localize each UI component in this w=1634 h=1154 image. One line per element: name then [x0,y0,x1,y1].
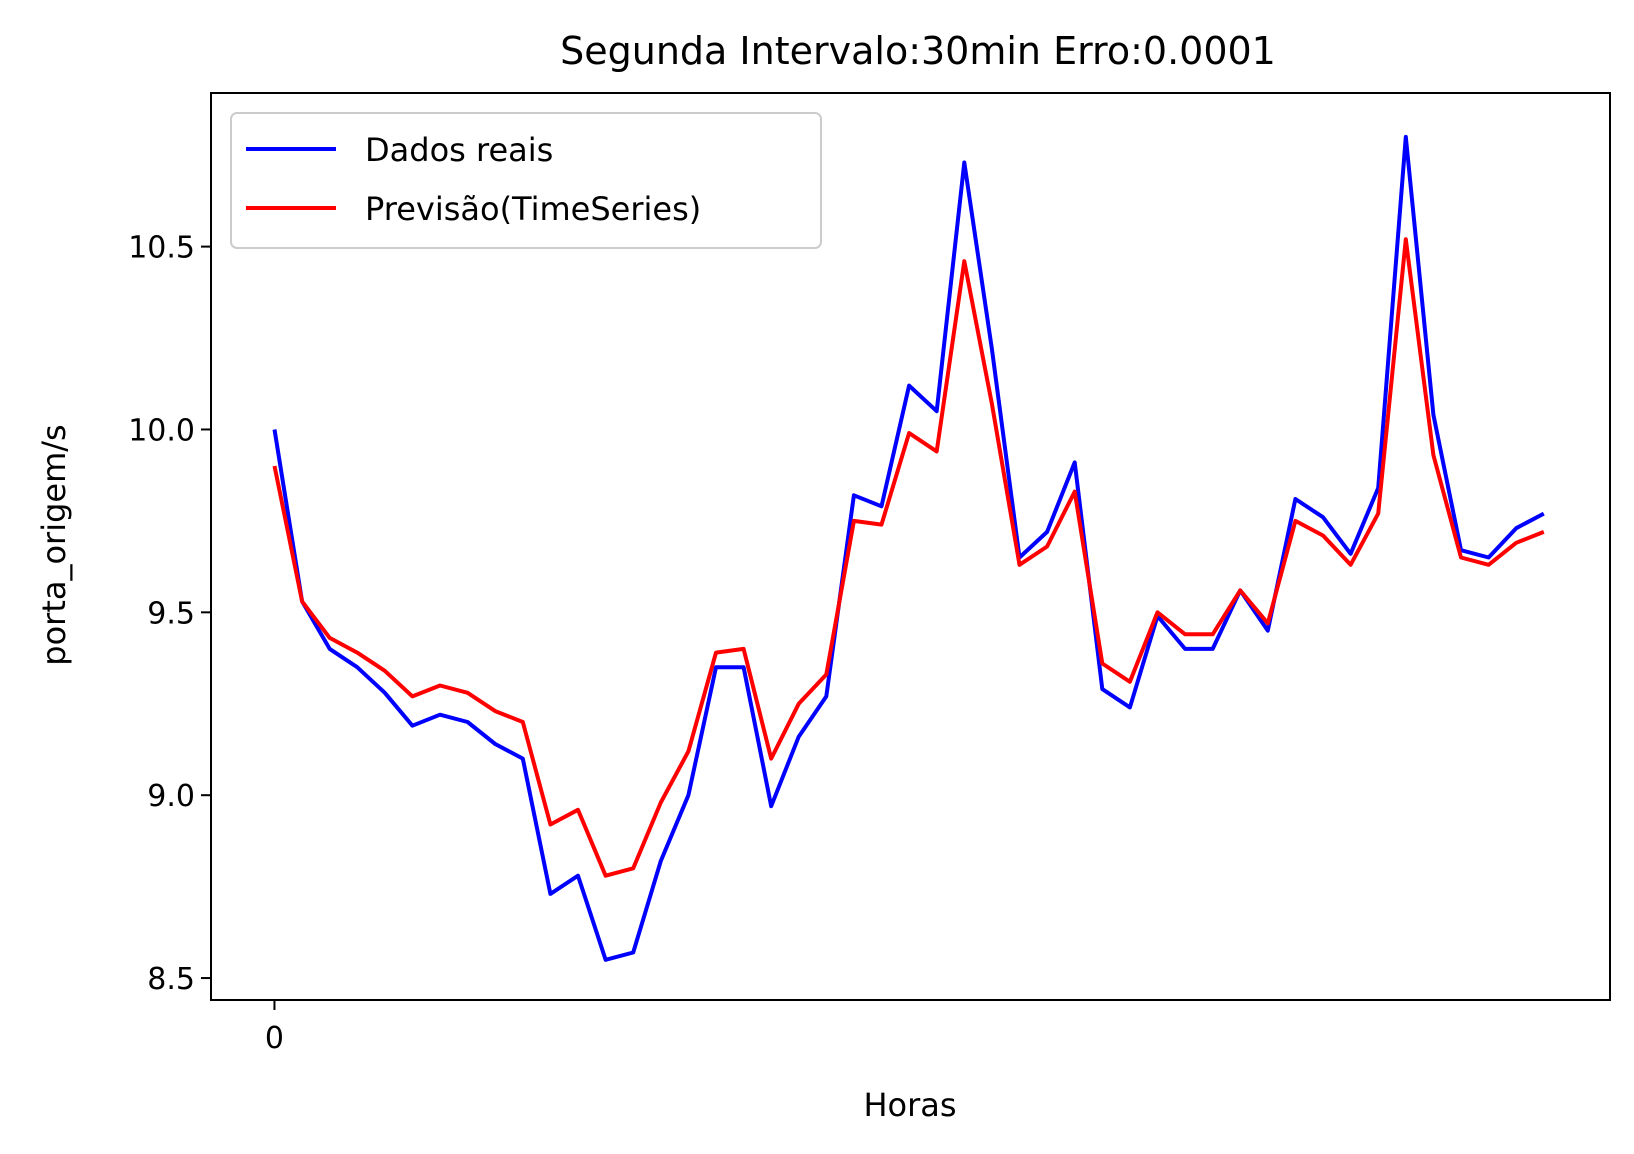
legend-label-dados-reais: Dados reais [365,131,553,169]
legend-label-previsao: Previsão(TimeSeries) [365,190,701,228]
y-tick-label: 9.0 [147,779,195,814]
y-tick-label: 10.0 [128,413,195,448]
y-tick-label: 9.5 [147,596,195,631]
y-axis-label: porta_origem/s [35,424,73,665]
legend: Dados reais Previsão(TimeSeries) [231,113,821,248]
chart-title: Segunda Intervalo:30min Erro:0.0001 [560,29,1276,73]
x-axis-label: Horas [863,1086,956,1124]
x-tick-label: 0 [265,1021,284,1056]
y-tick-label: 8.5 [147,962,195,997]
y-tick-label: 10.5 [128,231,195,266]
